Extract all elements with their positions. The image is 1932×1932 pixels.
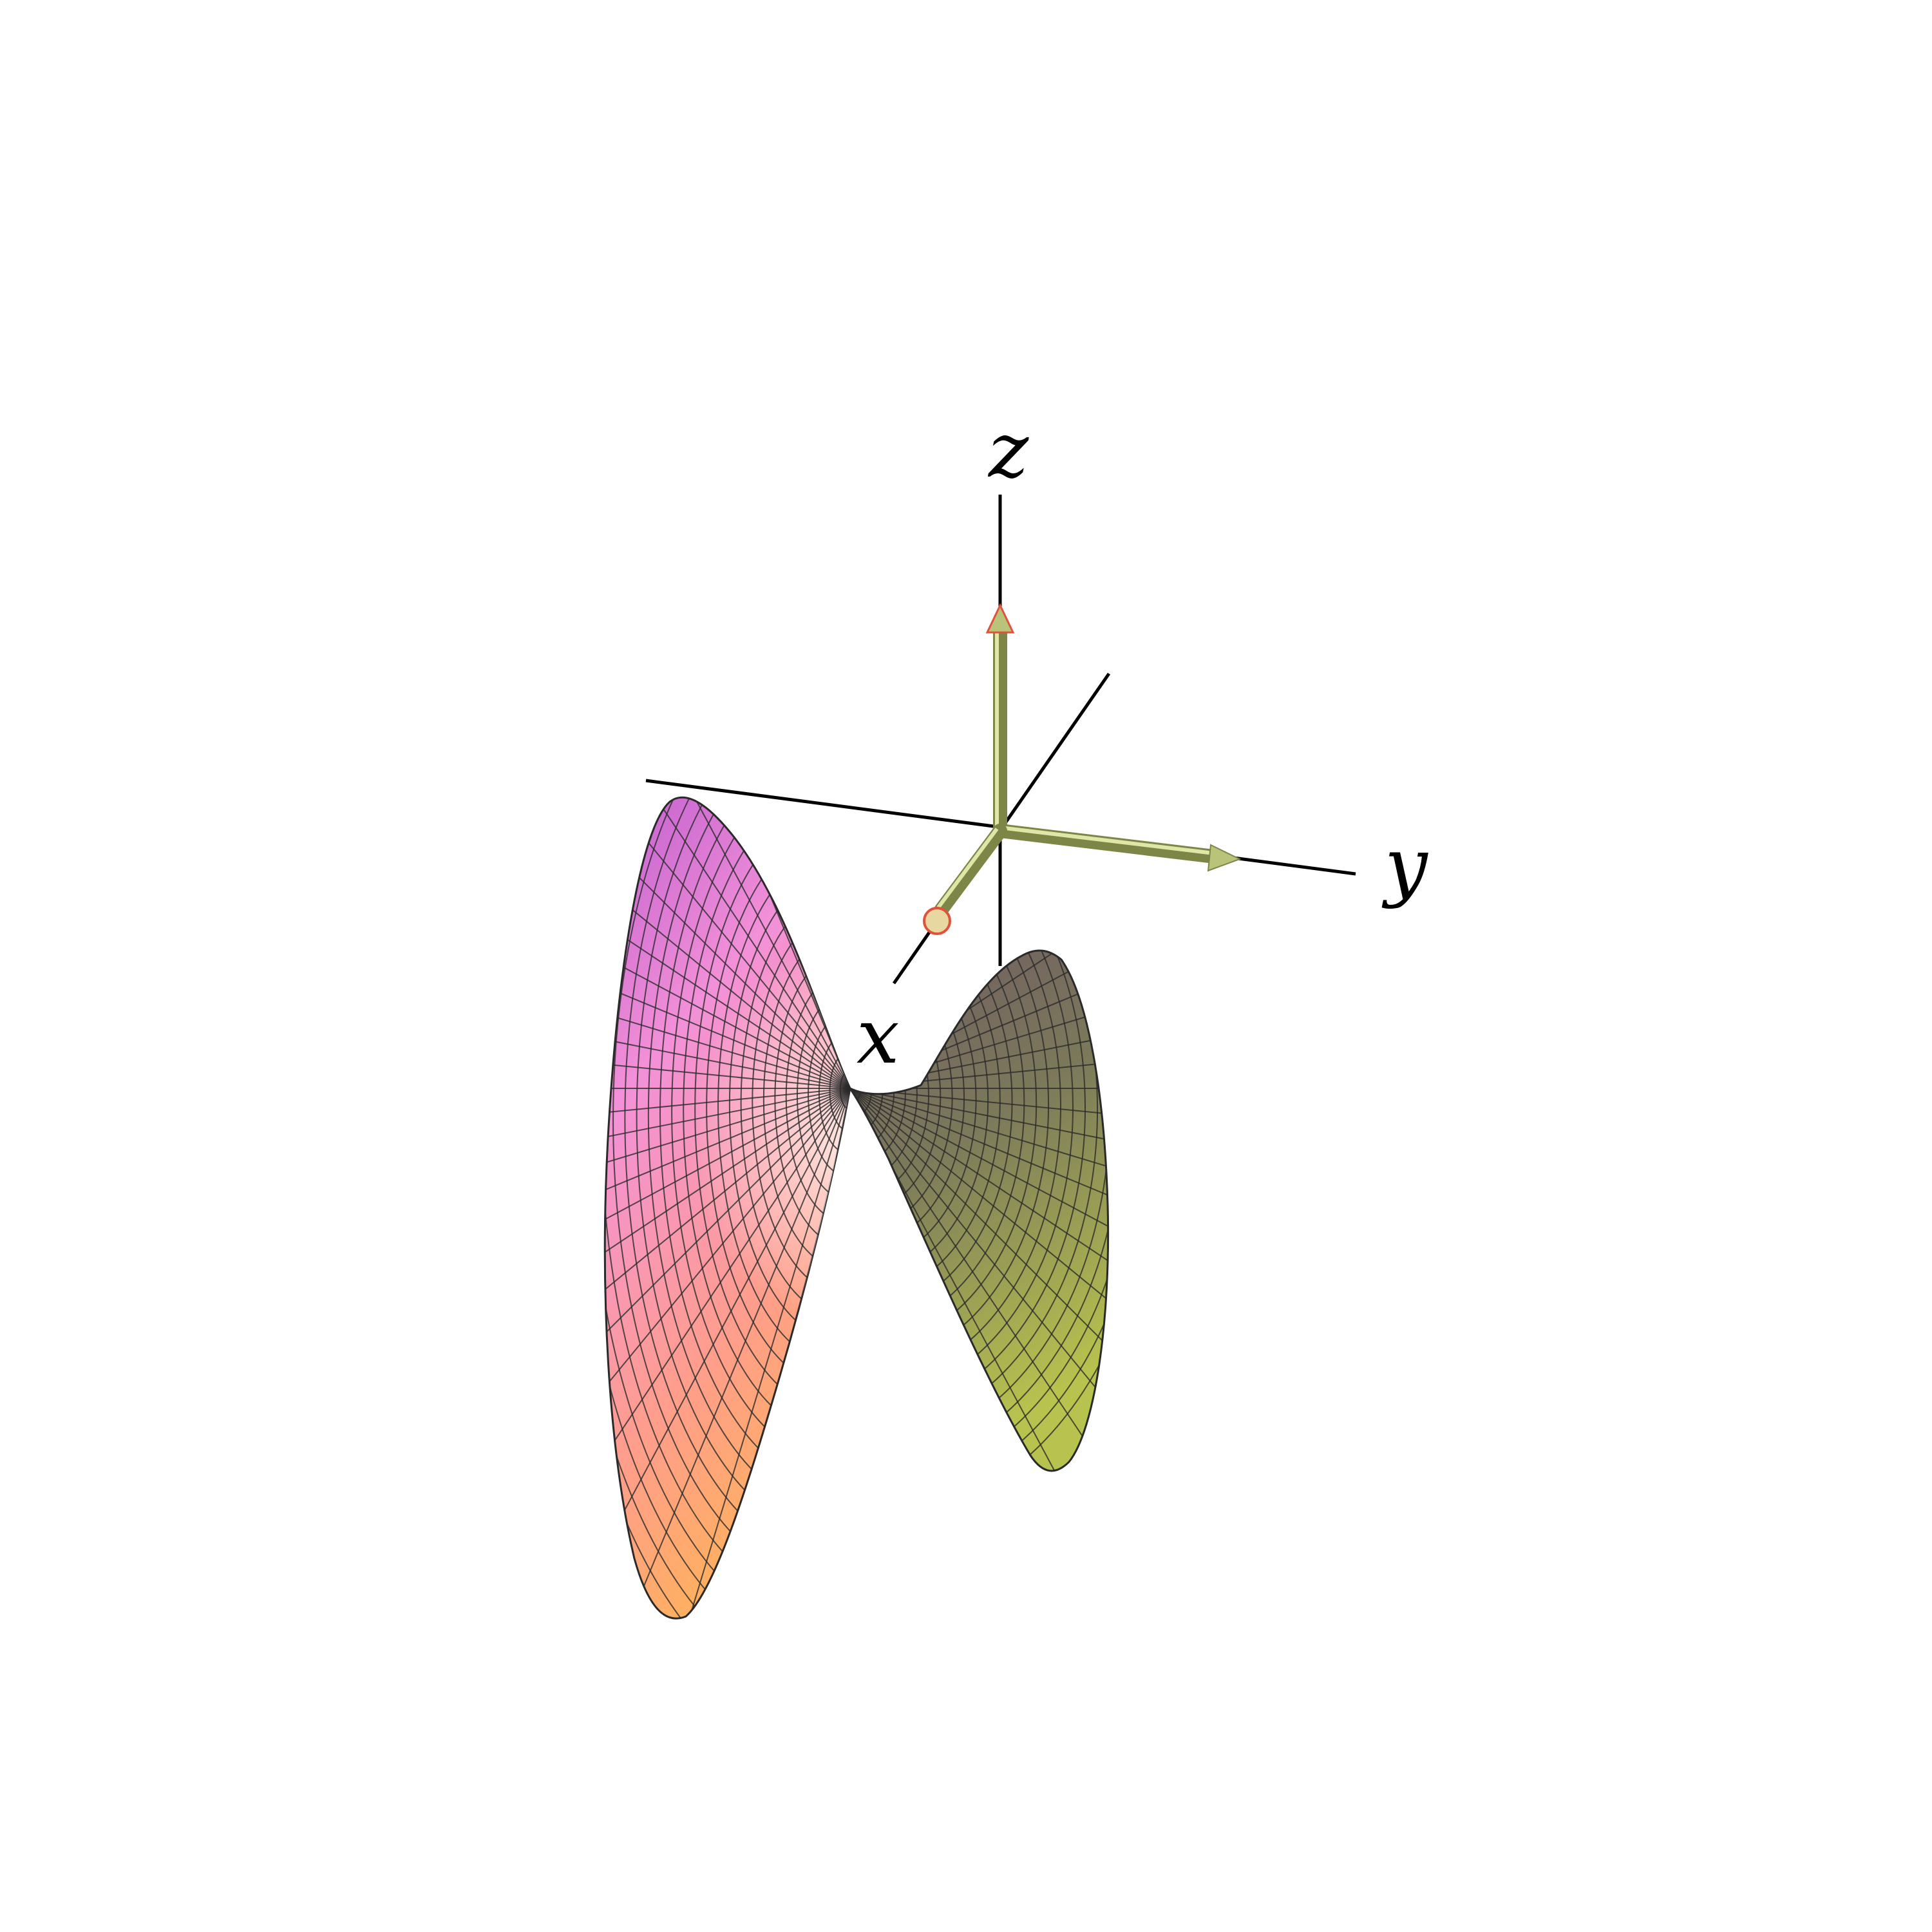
mesh-spoke	[849, 797, 850, 1089]
mesh-spoke	[850, 950, 1108, 1089]
y-arrowhead	[1207, 844, 1242, 872]
mesh-spoke	[605, 826, 850, 1089]
mesh-spoke	[850, 950, 1108, 1089]
mesh-spoke	[605, 1088, 850, 1351]
y-basis-arrow	[993, 824, 1242, 872]
z-arrowhead	[985, 603, 1015, 634]
mesh-spoke	[605, 797, 850, 1089]
mesh-spoke	[850, 950, 1108, 1089]
mesh-spoke	[850, 999, 1108, 1089]
mesh-spoke	[849, 797, 850, 1089]
mesh-spoke	[850, 1088, 1108, 1471]
mesh-spoke	[605, 1088, 850, 1178]
mesh-spoke	[850, 1088, 1108, 1178]
mesh-spoke	[605, 797, 850, 1089]
mesh-spoke	[605, 1088, 850, 1619]
mesh-spoke	[850, 950, 1108, 1089]
x-axis-label: x	[857, 992, 900, 1081]
mesh-spoke	[850, 950, 1108, 1089]
mesh-spoke	[605, 797, 850, 1089]
y-axis-label: y	[1381, 821, 1428, 910]
mesh-spoke	[850, 1088, 1108, 1265]
mesh-spoke	[605, 999, 850, 1089]
mesh-spoke	[605, 911, 850, 1089]
mesh-spoke	[850, 950, 940, 1089]
mesh-spoke	[850, 950, 1108, 1089]
mesh-spoke	[605, 1088, 850, 1514]
mesh-spoke	[605, 1088, 850, 1619]
mesh-spoke	[605, 1088, 850, 1434]
mesh-spoke	[605, 1088, 850, 1619]
mesh-spoke	[605, 1088, 850, 1590]
mesh-spoke	[850, 950, 1108, 1089]
mesh-spoke	[850, 950, 1108, 1089]
mesh-spoke	[605, 797, 850, 1089]
mesh-spoke	[850, 1088, 1108, 1471]
mesh-spoke	[605, 797, 850, 1089]
mesh-spoke	[605, 797, 850, 1089]
mesh-spoke	[605, 1088, 850, 1619]
surface-right-lobe	[847, 949, 1110, 1472]
mesh-spoke	[850, 1088, 1108, 1471]
axis-labels: z y x	[857, 406, 1428, 1081]
mesh-spoke	[605, 1088, 850, 1619]
z-axis-label: z	[987, 406, 1029, 495]
mesh-spoke	[850, 1088, 1108, 1471]
mesh-spoke	[849, 797, 850, 1089]
mesh-spoke	[850, 1088, 1108, 1471]
mesh-spoke	[849, 797, 850, 1089]
mesh-spoke	[605, 1088, 850, 1619]
mesh-spoke	[605, 1088, 850, 1265]
z-basis-arrow	[985, 603, 1015, 838]
mesh-spoke	[850, 950, 1108, 1089]
saddle-surface	[603, 796, 1110, 1620]
mesh-spoke	[605, 797, 850, 1089]
mesh-spoke	[605, 797, 850, 1089]
x-basis-arrow	[923, 824, 1007, 935]
mesh-spoke	[850, 1088, 1108, 1351]
basis-vectors	[923, 603, 1242, 935]
mesh-spoke	[849, 797, 850, 1089]
mesh-spoke	[605, 1088, 850, 1619]
mesh-spoke	[849, 797, 850, 1089]
mesh-spoke	[605, 797, 850, 1089]
mesh-spoke	[850, 1088, 1108, 1471]
mesh-spoke	[850, 1088, 1108, 1434]
x-arrowhead	[923, 907, 951, 935]
mesh-spoke	[849, 797, 850, 1089]
mesh-spoke	[850, 950, 1108, 1089]
